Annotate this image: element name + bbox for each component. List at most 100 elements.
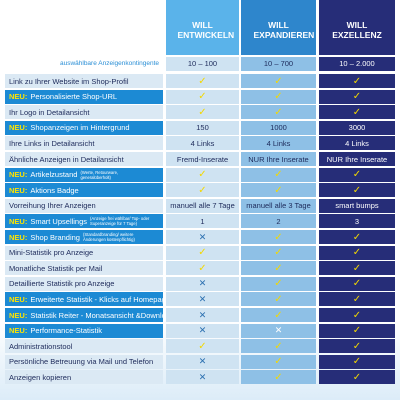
- check-icon: ✓: [352, 340, 362, 352]
- feature-cell: 4 Links: [166, 136, 239, 151]
- cross-icon: ✕: [198, 356, 207, 367]
- feature-cell: ✕: [166, 308, 239, 323]
- feature-cell: ✓: [241, 245, 316, 260]
- cell-value: 4 Links: [345, 138, 369, 148]
- feature-cell: ✓: [241, 276, 316, 291]
- feature-cell: 1000: [241, 120, 316, 135]
- feature-note: (Anzeige frei wählbar/ Top- oder Superan…: [90, 216, 150, 227]
- feature-label: NEU: Erweiterte Statistik - Klicks auf Ho…: [5, 292, 163, 307]
- quota-value: 10 – 100: [166, 57, 239, 71]
- feature-cell: ✕: [166, 230, 239, 245]
- cell-value: 4 Links: [266, 138, 291, 148]
- check-icon: ✓: [198, 184, 207, 196]
- feature-name: Ähnliche Anzeigen in Detailansicht: [9, 154, 124, 164]
- feature-name: Detaillierte Statistik pro Anzeige: [9, 279, 115, 289]
- feature-name: Monatliche Statistik per Mail: [9, 263, 103, 273]
- check-icon: ✓: [198, 247, 207, 259]
- feature-name: Erweiterte Statistik - Klicks auf Homepa…: [30, 294, 163, 304]
- feature-label: Mini-Statistik pro Anzeige: [5, 245, 163, 260]
- check-icon: ✓: [274, 278, 283, 290]
- plan-header: WILL EXZELLENZ: [319, 0, 395, 55]
- check-icon: ✓: [198, 106, 207, 118]
- feature-label: NEU: Statistik Reiter - Monatsansicht &Do…: [5, 308, 163, 323]
- feature-cell: ✓: [166, 245, 239, 260]
- new-badge: NEU:: [9, 310, 28, 320]
- feature-label: NEU: Smart Upsellings (Anzeige frei wählba…: [5, 214, 163, 229]
- feature-cell: ✕: [166, 323, 239, 338]
- feature-cell: Fremd-Inserate: [166, 152, 239, 167]
- check-icon: ✓: [274, 169, 283, 181]
- feature-name: Smart Upsellings: [30, 216, 88, 226]
- quota-value: 10 – 700: [241, 57, 316, 71]
- feature-cell: ✓: [319, 354, 395, 369]
- feature-cell: ✓: [241, 230, 316, 245]
- feature-cell: ✓: [319, 261, 395, 276]
- feature-cell: ✓: [319, 308, 395, 323]
- check-icon: ✓: [352, 278, 362, 290]
- cross-icon: ✕: [198, 231, 207, 242]
- cell-value: NUR Ihre Inserate: [326, 154, 388, 164]
- cell-value: 1000: [270, 123, 287, 133]
- cell-value: 3000: [348, 123, 366, 133]
- feature-cell: ✓: [319, 74, 395, 89]
- feature-cell: ✓: [241, 167, 316, 182]
- feature-cell: ✕: [166, 354, 239, 369]
- feature-name: Mini-Statistik pro Anzeige: [9, 248, 94, 258]
- feature-cell: ✓: [166, 339, 239, 354]
- feature-cell: ✓: [319, 89, 395, 104]
- feature-label: Link zu Ihrer Website im Shop-Profil: [5, 74, 163, 89]
- feature-cell: ✓: [166, 89, 239, 104]
- feature-cell: ✓: [166, 74, 239, 89]
- feature-label: Detaillierte Statistik pro Anzeige: [5, 276, 163, 291]
- check-icon: ✓: [274, 309, 283, 321]
- feature-cell: ✓: [241, 339, 316, 354]
- feature-label: Ihr Logo in Detailansicht: [5, 105, 163, 120]
- check-icon: ✓: [274, 247, 283, 259]
- quota-value: 10 – 2.000: [319, 57, 395, 71]
- feature-cell: ✓: [319, 167, 395, 182]
- check-icon: ✓: [352, 262, 362, 274]
- cross-icon: ✕: [198, 293, 207, 304]
- feature-cell: ✓: [319, 339, 395, 354]
- feature-label: Monatliche Statistik per Mail: [5, 261, 163, 276]
- check-icon: ✓: [352, 106, 362, 118]
- cell-value: NUR Ihre Inserate: [248, 154, 309, 164]
- cell-value: 1: [200, 216, 205, 226]
- cross-icon: ✕: [198, 278, 207, 289]
- check-icon: ✓: [274, 184, 283, 196]
- check-icon: ✓: [352, 247, 362, 259]
- feature-cell: ✓: [319, 105, 395, 120]
- feature-name: Artikelzustand: [30, 170, 78, 180]
- feature-cell: ✓: [166, 105, 239, 120]
- check-icon: ✓: [274, 356, 283, 368]
- check-icon: ✓: [352, 184, 362, 196]
- feature-cell: ✓: [166, 261, 239, 276]
- feature-cell: 150: [166, 120, 239, 135]
- feature-cell: smart bumps: [319, 198, 395, 213]
- feature-note: (Werte, Retourware, generalüberholt): [80, 169, 119, 180]
- check-icon: ✓: [352, 75, 362, 87]
- check-icon: ✓: [198, 169, 207, 181]
- cell-value: 150: [196, 123, 209, 133]
- new-badge: NEU:: [9, 92, 28, 102]
- feature-cell: ✓: [241, 308, 316, 323]
- cross-icon: ✕: [198, 325, 207, 336]
- feature-name: Ihr Logo in Detailansicht: [9, 107, 90, 117]
- cell-value: 3: [354, 216, 360, 226]
- feature-cell: ✓: [241, 370, 316, 385]
- plan-header: WILL ENTWICKELN: [166, 0, 239, 55]
- check-icon: ✓: [352, 356, 362, 368]
- feature-name: Link zu Ihrer Website im Shop-Profil: [9, 76, 129, 86]
- new-badge: NEU:: [9, 123, 28, 133]
- feature-label: NEU: Shopanzeigen im Hintergrund: [5, 120, 163, 135]
- feature-cell: ✕: [166, 276, 239, 291]
- new-badge: NEU:: [9, 216, 28, 226]
- feature-name: Persönliche Betreuung via Mail und Telef…: [9, 357, 154, 367]
- check-icon: ✓: [352, 169, 362, 181]
- check-icon: ✓: [274, 293, 283, 305]
- feature-cell: ✕: [166, 370, 239, 385]
- feature-cell: ✓: [319, 292, 395, 307]
- feature-cell: ✓: [241, 261, 316, 276]
- feature-name: Vorreihung Ihrer Anzeigen: [9, 201, 96, 211]
- check-icon: ✓: [274, 340, 283, 352]
